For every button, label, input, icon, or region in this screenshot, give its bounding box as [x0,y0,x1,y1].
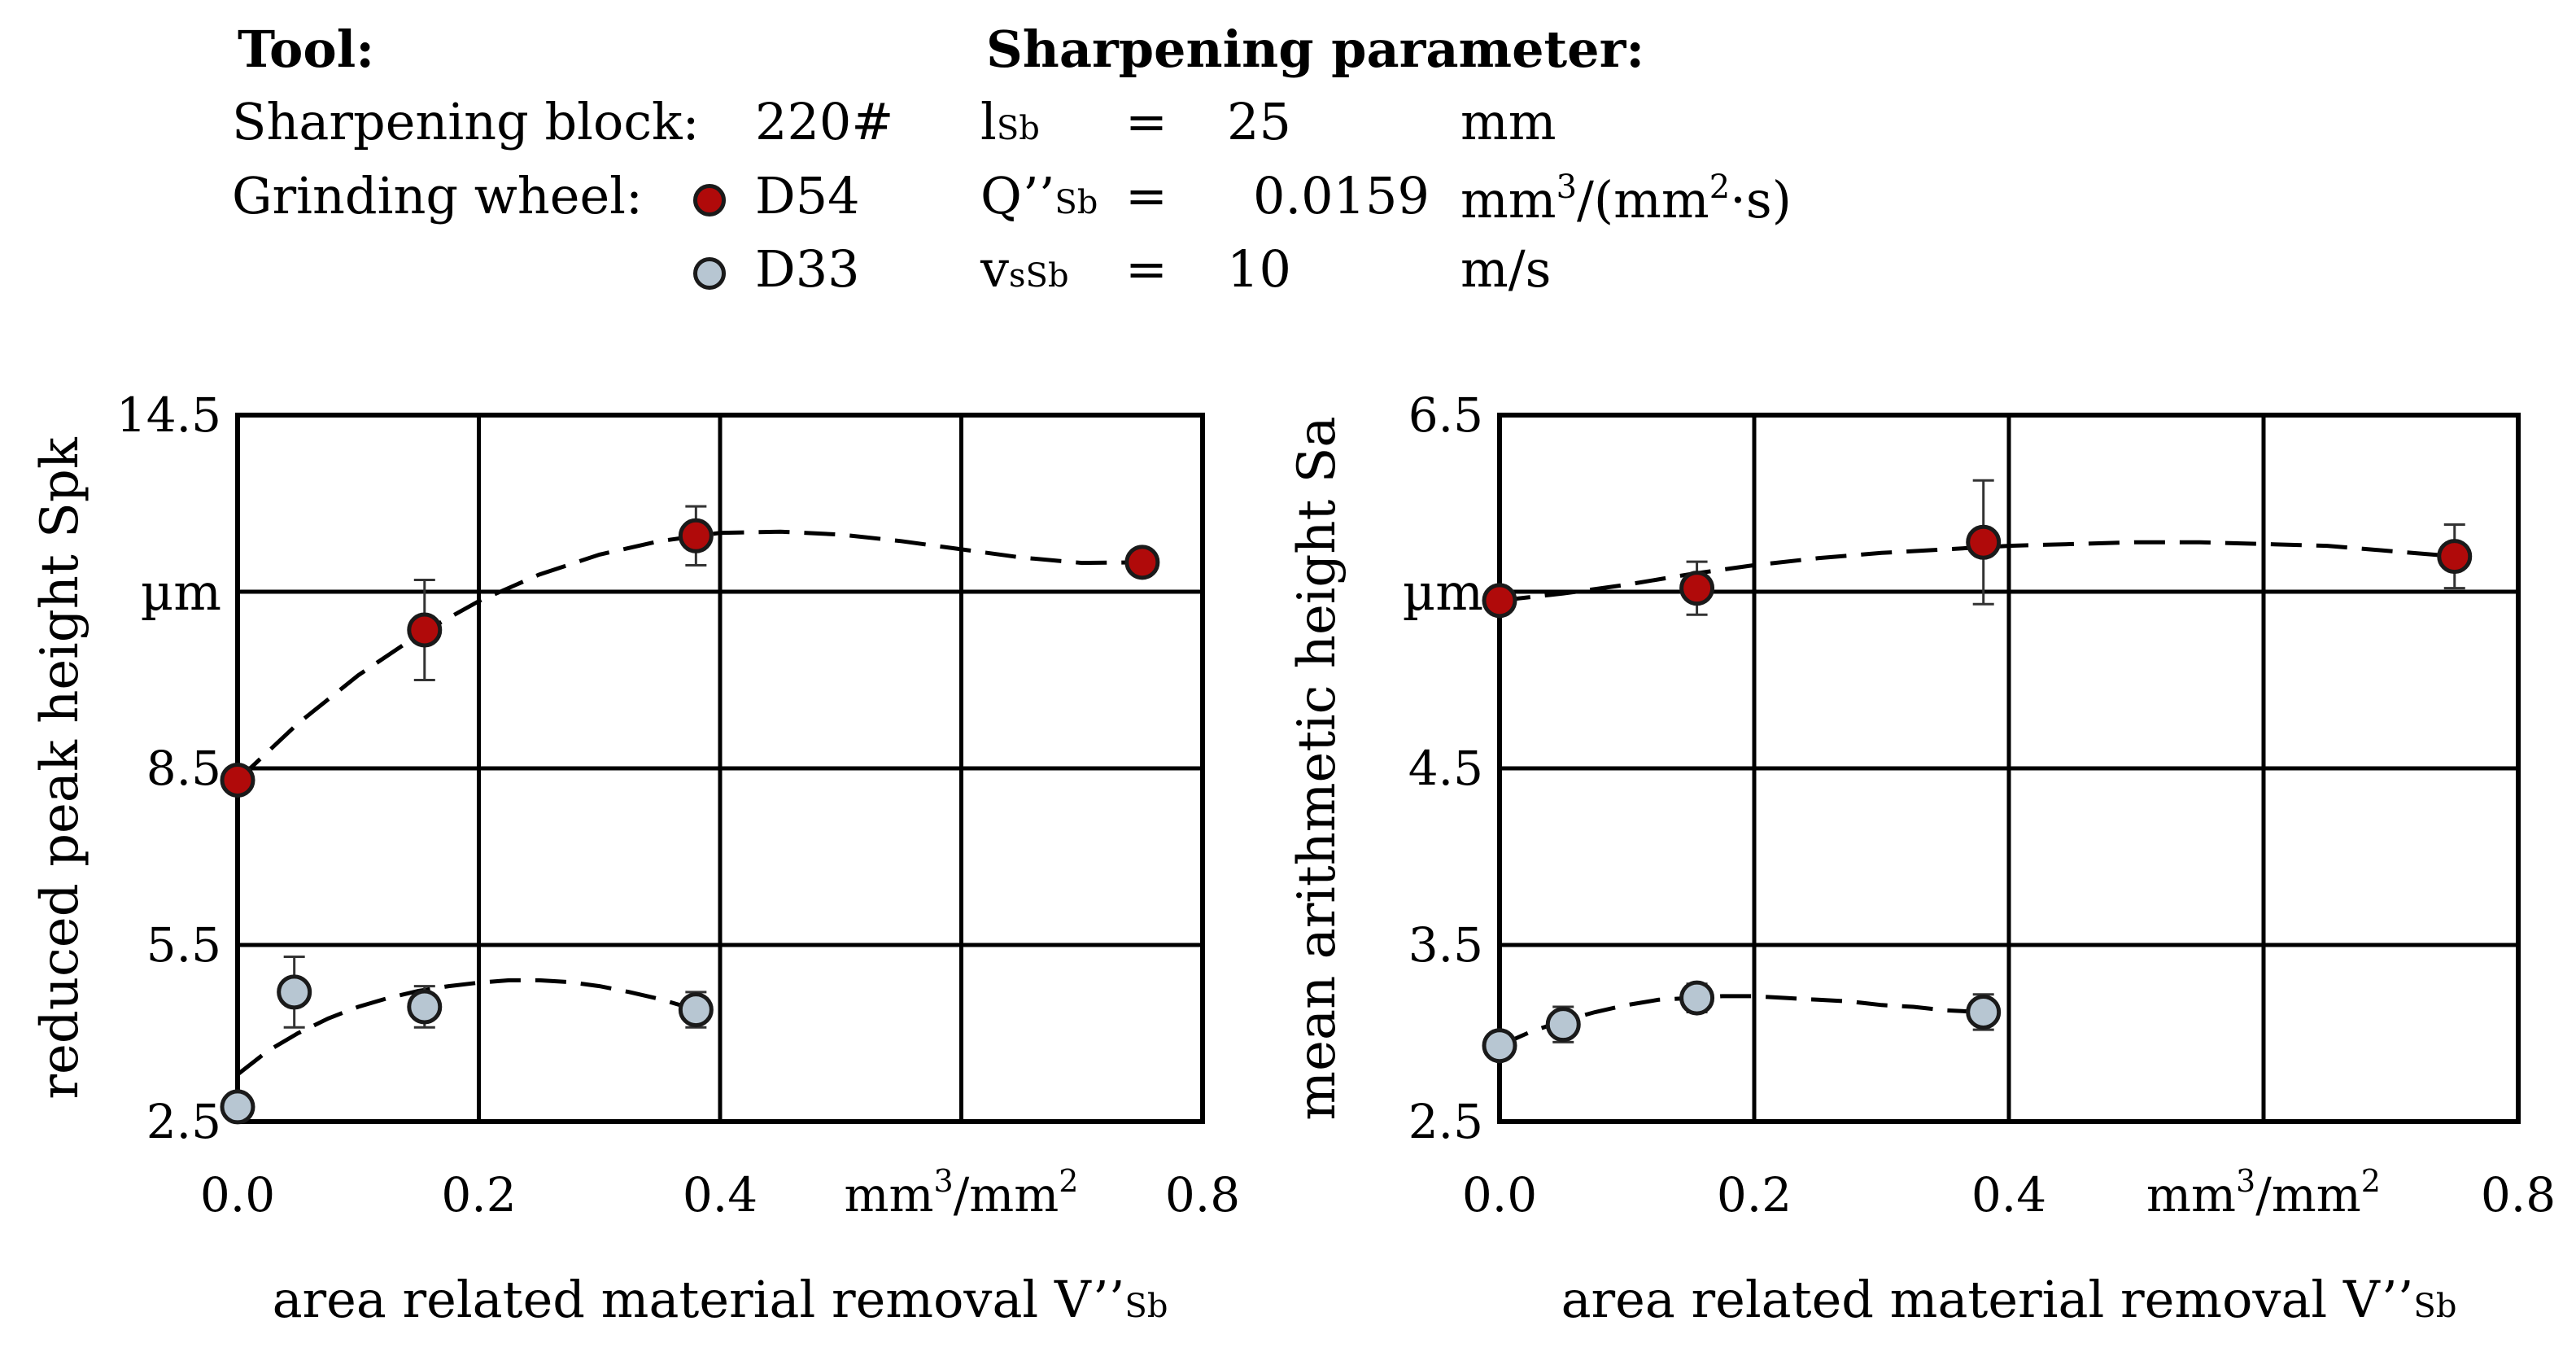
chart-2: 2.5 3.5 4.5 6.5 µm 0.0 0.2 0.4 0.8 mm3/mm2 area re… [1287,387,2556,1329]
point-d54 [1482,583,1517,619]
x-unit-sup: 3 [934,1163,954,1199]
point-d33 [1679,980,1715,1016]
param-v-value: 10 [1227,239,1291,299]
x-unit-label: mm3/mm2 [845,1163,1079,1223]
d33-marker-icon [693,257,726,290]
point-d54 [1679,571,1715,606]
x-tick-label: 0.4 [1971,1167,2046,1223]
x-axis-title: area related material removal V’’Sb [1561,1270,2457,1329]
trend-line-d54 [236,529,1142,782]
x-axis-title-main: area related material removal V’’ [1561,1270,2414,1329]
d54-legend-label: D54 [755,166,860,225]
x-unit-end: /mm [2255,1167,2361,1223]
point-d54 [1966,524,2002,560]
y-axis-title: mean arithmetic height Sa [1287,416,1347,1120]
x-tick-label: 0.0 [1462,1167,1537,1223]
trend-line-d33 [1498,994,1984,1048]
x-tick-label: 0.4 [683,1167,758,1223]
y-tick-label: 2.5 [146,1094,221,1149]
param-l-value: 25 [1227,92,1291,151]
series-d33 [220,955,714,1125]
tool-heading: Tool: [238,20,375,79]
param-q-value: 0.0159 [1253,166,1430,225]
y-tick-label: 5.5 [146,917,221,973]
d54-marker-icon [693,184,726,217]
x-unit-main: mm [845,1167,934,1223]
y-axis-title: reduced peak height Spk [30,436,90,1099]
point-d33 [1966,994,2002,1030]
point-d54 [2437,539,2473,575]
point-d33 [220,1089,255,1125]
x-unit-end: /mm [954,1167,1059,1223]
x-unit-sup: 3 [2236,1163,2255,1199]
y-tick-label: 4.5 [1408,741,1483,796]
param-v-eq: = [1125,239,1168,299]
param-q-symbol: Q’’Sb [980,166,1098,225]
y-tick-label: 8.5 [146,741,221,796]
y-unit-label: µm [141,562,221,622]
x-unit-label: mm3/mm2 [2146,1163,2381,1223]
trend-line-d33 [236,978,697,1077]
x-tick-label: 0.0 [200,1167,275,1223]
param-l-symbol: lSb [980,92,1040,151]
point-d54 [407,612,443,648]
param-l-eq: = [1125,92,1168,151]
series-d33 [1482,980,2002,1064]
point-d33 [277,974,312,1010]
y-tick-label: 2.5 [1408,1094,1483,1149]
param-q-eq: = [1125,166,1168,225]
x-unit-main: mm [2146,1167,2236,1223]
point-d54 [678,518,714,553]
chart-1: 2.5 5.5 8.5 14.5 µm 0.0 0.2 0.4 0.8 mm3/mm2 area r… [30,387,1240,1329]
param-l-unit: mm [1460,92,1557,151]
y-tick-label: 3.5 [1408,917,1483,973]
x-axis-title-main: area related material removal V’’ [273,1270,1125,1329]
d33-legend-label: D33 [755,239,860,299]
x-unit-sup2: 2 [1059,1163,1078,1199]
x-axis-title-sub: Sb [2413,1288,2456,1325]
x-axis-title-sub: Sb [1124,1288,1168,1325]
point-d54 [220,762,255,798]
series-d54 [1482,479,2473,619]
y-tick-label: 6.5 [1408,387,1483,443]
sharpening-block-value: 220# [755,92,894,151]
x-unit-sup2: 2 [2361,1163,2381,1199]
y-unit-label: µm [1403,562,1483,622]
point-d33 [1482,1028,1517,1064]
grinding-wheel-label: Grinding wheel: [232,166,643,225]
param-q-unit: mm3/(mm2·s) [1460,168,1792,230]
param-v-symbol: vsSb [980,239,1069,299]
x-tick-label: 0.8 [1165,1167,1240,1223]
x-tick-label: 0.2 [441,1167,516,1223]
point-d33 [678,992,714,1028]
sharpening-block-label: Sharpening block: [232,92,700,151]
point-d33 [1545,1007,1581,1043]
param-v-unit: m/s [1460,239,1552,299]
y-tick-label: 14.5 [116,387,221,443]
series-d54 [220,505,1160,798]
parameter-heading: Sharpening parameter: [986,20,1645,79]
x-tick-label: 0.2 [1717,1167,1792,1223]
plot-frame [1497,413,2521,1124]
x-axis-title: area related material removal V’’Sb [273,1270,1168,1329]
point-d33 [407,989,443,1025]
point-d54 [1124,545,1160,580]
x-tick-label: 0.8 [2481,1167,2556,1223]
